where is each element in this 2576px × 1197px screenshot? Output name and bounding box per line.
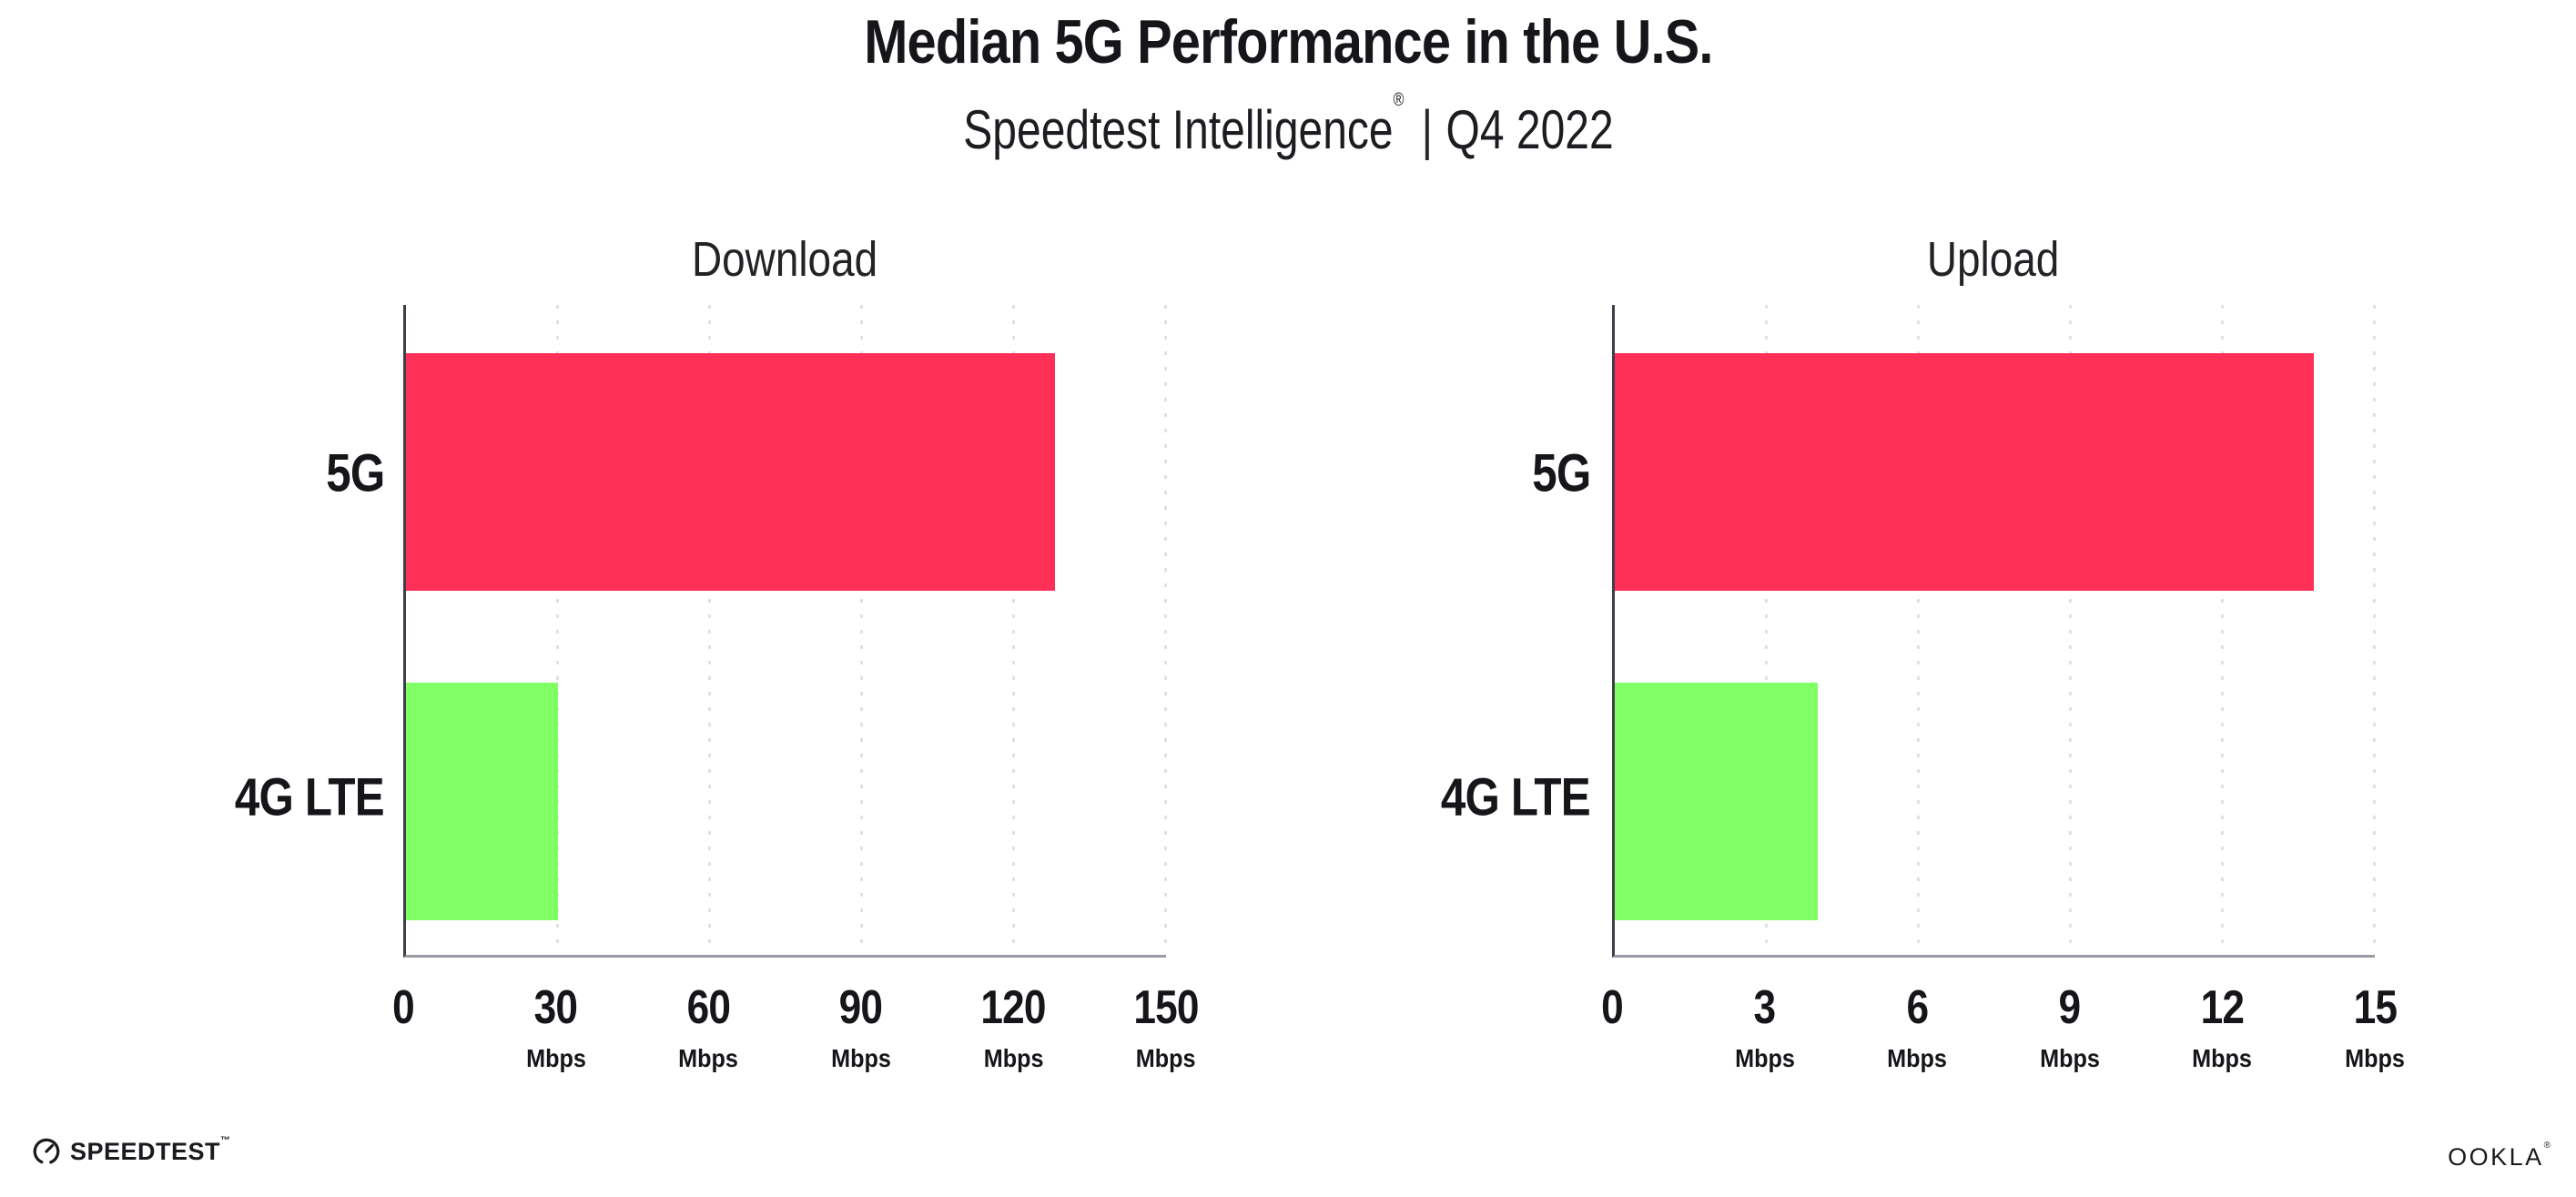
page-subtitle: Speedtest Intelligence® | Q4 2022	[0, 90, 2576, 166]
registered-mark: ®	[1393, 90, 1404, 110]
upload-tick-9: 9 Mbps	[2039, 981, 2100, 1072]
subtitle-divider: |	[1421, 99, 1433, 160]
download-tick-0: 0	[392, 981, 415, 1034]
speedtest-wordmark: SPEEDTEST™	[70, 1134, 231, 1165]
download-category-label-4g-lte: 4G LTE	[235, 767, 385, 827]
ookla-logo: OOKLA®	[2448, 1141, 2551, 1172]
subtitle-brand: Speedtest Intelligence	[962, 99, 1394, 160]
download-category-labels: 5G 4G LTE	[56, 305, 385, 958]
upload-x-axis: 0 3 Mbps 6 Mbps 9 Mbps 12 Mbps 15 Mbps	[1601, 981, 2405, 1111]
gridline-6mbps	[1917, 305, 1920, 955]
upload-tick-6: 6 Mbps	[1887, 981, 1948, 1072]
download-category-label-5g: 5G	[325, 443, 385, 503]
ookla-wordmark: OOKLA	[2448, 1143, 2544, 1171]
gridline-30mbps	[556, 305, 559, 955]
gridline-3mbps	[1765, 305, 1768, 955]
trademark-symbol: ™	[220, 1134, 231, 1146]
bar-upload-5g	[1615, 353, 2315, 591]
download-tick-60: 60 Mbps	[678, 981, 739, 1072]
download-plot-area	[403, 305, 1167, 958]
gridline-120mbps	[1012, 305, 1015, 955]
download-chart-title: Download	[691, 232, 878, 287]
page-title: Median 5G Performance in the U.S.	[0, 4, 2576, 81]
upload-category-labels: 5G 4G LTE	[1263, 305, 1591, 958]
gridline-9mbps	[2069, 305, 2072, 955]
download-tick-30: 30 Mbps	[525, 981, 586, 1072]
gridline-15mbps	[2373, 305, 2376, 955]
bar-upload-4g-lte	[1615, 683, 1818, 920]
page-subtitle-text: Speedtest Intelligence® | Q4 2022	[962, 90, 1614, 166]
gridline-150mbps	[1164, 305, 1167, 955]
gridline-60mbps	[708, 305, 711, 955]
upload-category-label-4g-lte: 4G LTE	[1441, 767, 1591, 827]
upload-tick-12: 12 Mbps	[2192, 981, 2253, 1072]
download-tick-90: 90 Mbps	[830, 981, 891, 1072]
download-tick-150: 150 Mbps	[1133, 981, 1199, 1072]
bar-download-4g-lte	[406, 683, 558, 920]
download-tick-120: 120 Mbps	[980, 981, 1047, 1072]
speedtest-gauge-icon	[31, 1136, 62, 1167]
page-title-text: Median 5G Performance in the U.S.	[863, 7, 1713, 76]
upload-plot-area	[1612, 305, 2376, 958]
upload-tick-3: 3 Mbps	[1734, 981, 1795, 1072]
upload-chart-title: Upload	[1927, 232, 2060, 287]
upload-tick-0: 0	[1601, 981, 1624, 1034]
speedtest-logo: SPEEDTEST™	[31, 1134, 231, 1167]
upload-tick-15: 15 Mbps	[2345, 981, 2405, 1072]
download-x-axis: 0 30 Mbps 60 Mbps 90 Mbps 120 Mbps 150 M…	[392, 981, 1199, 1111]
gridline-12mbps	[2221, 305, 2224, 955]
gridline-90mbps	[860, 305, 863, 955]
upload-category-label-5g: 5G	[1531, 443, 1591, 503]
bar-download-5g	[406, 353, 1055, 591]
subtitle-period: Q4 2022	[1445, 99, 1614, 160]
registered-symbol: ®	[2543, 1141, 2551, 1151]
